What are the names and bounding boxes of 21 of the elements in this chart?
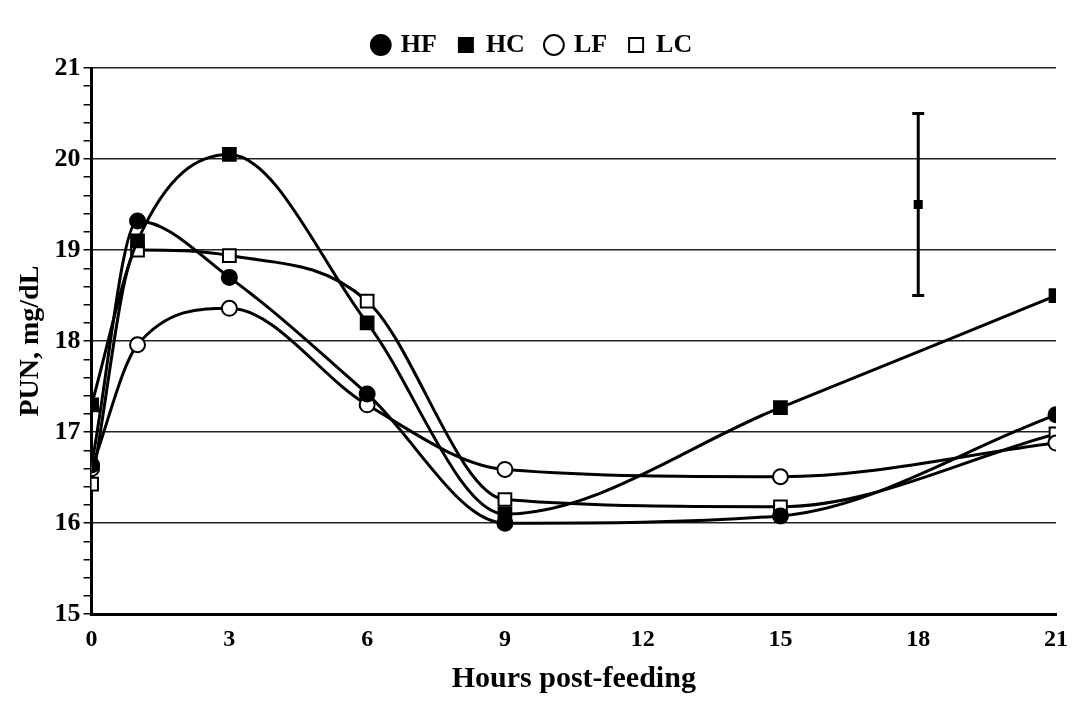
y-tick-label: 20 bbox=[54, 142, 81, 172]
y-tick-label: 15 bbox=[54, 597, 81, 627]
legend-label: LF bbox=[573, 28, 608, 58]
y-tick-label: 21 bbox=[54, 51, 81, 81]
legend-label: HF bbox=[400, 28, 437, 58]
x-axis-title: Hours post-feeding bbox=[451, 659, 696, 693]
x-tick-label: 15 bbox=[768, 624, 793, 651]
x-tick-label: 12 bbox=[630, 624, 655, 651]
x-tick-label: 3 bbox=[223, 624, 236, 651]
x-tick-label: 18 bbox=[906, 624, 931, 651]
y-tick-label: 19 bbox=[54, 233, 81, 263]
legend-label: HC bbox=[485, 28, 525, 58]
x-tick-label: 9 bbox=[498, 624, 511, 651]
legend-label: LC bbox=[656, 28, 693, 58]
x-tick-label: 21 bbox=[1044, 624, 1068, 651]
x-tick-label: 0 bbox=[85, 624, 98, 651]
x-tick-label: 6 bbox=[361, 624, 374, 651]
y-axis-title: PUN, mg/dL bbox=[13, 265, 45, 417]
y-tick-label: 18 bbox=[54, 324, 81, 354]
y-tick-label: 16 bbox=[54, 506, 81, 536]
y-tick-label: 17 bbox=[54, 415, 81, 445]
